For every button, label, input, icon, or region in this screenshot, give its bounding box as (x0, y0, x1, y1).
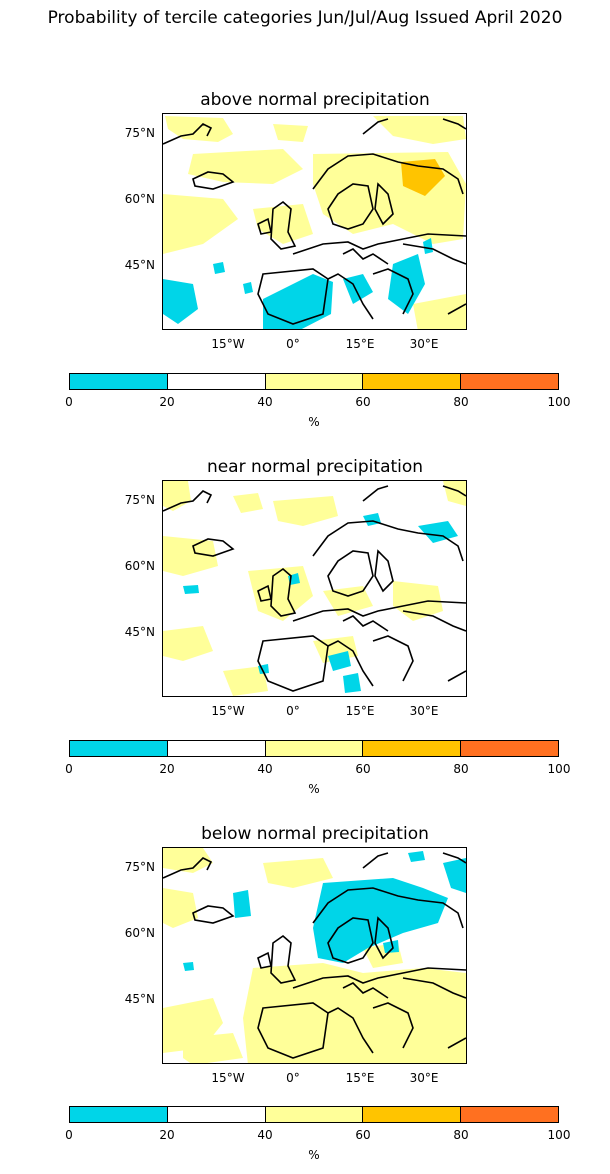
colorbar-tick-0: 0 (65, 395, 73, 409)
colorbar-below (69, 1106, 559, 1123)
colorbar-tick-60: 60 (355, 762, 371, 776)
coastlines-near (163, 485, 466, 692)
panel-title-near: near normal precipitation (206, 457, 424, 477)
colorbar-bin-80-100 (461, 374, 558, 389)
lon-label-15e: 15°E (345, 337, 375, 351)
panel-title-below: below normal precipitation (201, 824, 429, 844)
lon-label-0: 0° (286, 1071, 300, 1085)
lon-label-15e: 15°E (345, 1071, 375, 1085)
colorbar-tick-100: 100 (547, 1128, 571, 1142)
prob-shading-near (163, 481, 466, 696)
colorbar-bin-0-20 (70, 741, 168, 756)
colorbar-bin-20-40 (167, 374, 266, 389)
map-above-normal (162, 113, 467, 330)
colorbar-unit: % (308, 782, 320, 796)
colorbar-tick-100: 100 (547, 395, 571, 409)
lon-label-15w: 15°W (211, 704, 245, 718)
colorbar-near (69, 740, 559, 757)
colorbar-tick-40: 40 (257, 395, 273, 409)
colorbar-bin-80-100 (461, 1107, 558, 1122)
colorbar-tick-60: 60 (355, 1128, 371, 1142)
colorbar-tick-80: 80 (453, 395, 469, 409)
lat-label-45n: 45°N (124, 258, 155, 272)
lat-label-75n: 75°N (124, 493, 155, 507)
lat-label-45n: 45°N (124, 992, 155, 1006)
colorbar-bin-40-60 (265, 1107, 364, 1122)
lat-label-75n: 75°N (124, 860, 155, 874)
lon-label-15w: 15°W (211, 1071, 245, 1085)
colorbar-bin-20-40 (167, 741, 266, 756)
colorbar-tick-0: 0 (65, 762, 73, 776)
colorbar-tick-20: 20 (159, 395, 175, 409)
colorbar-tick-40: 40 (257, 762, 273, 776)
colorbar-bin-40-60 (265, 741, 364, 756)
lat-label-75n: 75°N (124, 126, 155, 140)
lon-label-15e: 15°E (345, 704, 375, 718)
colorbar-bin-40-60 (265, 374, 364, 389)
lat-label-45n: 45°N (124, 625, 155, 639)
coastlines-below (163, 852, 466, 1059)
colorbar-tick-40: 40 (257, 1128, 273, 1142)
lon-label-0: 0° (286, 337, 300, 351)
colorbar-bin-60-80 (363, 741, 462, 756)
prob-shading-above (163, 116, 466, 329)
prob-shading-below (163, 848, 466, 1063)
colorbar-bin-0-20 (70, 374, 168, 389)
lat-label-60n: 60°N (124, 559, 155, 573)
lon-label-30e: 30°E (409, 704, 439, 718)
colorbar-tick-60: 60 (355, 395, 371, 409)
colorbar-tick-20: 20 (159, 1128, 175, 1142)
lon-label-15w: 15°W (211, 337, 245, 351)
figure-title: Probability of tercile categories Jun/Ju… (47, 8, 563, 28)
colorbar-bin-60-80 (363, 374, 462, 389)
map-near-normal (162, 480, 467, 697)
colorbar-bin-60-80 (363, 1107, 462, 1122)
lon-label-30e: 30°E (409, 1071, 439, 1085)
lat-label-60n: 60°N (124, 926, 155, 940)
colorbar-unit: % (308, 1148, 320, 1162)
colorbar-tick-100: 100 (547, 762, 571, 776)
colorbar-bin-80-100 (461, 741, 558, 756)
lat-label-60n: 60°N (124, 192, 155, 206)
panel-title-above: above normal precipitation (200, 90, 430, 110)
map-below-normal (162, 847, 467, 1064)
colorbar-tick-0: 0 (65, 1128, 73, 1142)
lon-label-0: 0° (286, 704, 300, 718)
lon-label-30e: 30°E (409, 337, 439, 351)
colorbar-tick-80: 80 (453, 762, 469, 776)
colorbar-above (69, 373, 559, 390)
colorbar-unit: % (308, 415, 320, 429)
colorbar-tick-20: 20 (159, 762, 175, 776)
colorbar-bin-0-20 (70, 1107, 168, 1122)
colorbar-tick-80: 80 (453, 1128, 469, 1142)
coastlines-above (163, 118, 466, 325)
colorbar-bin-20-40 (167, 1107, 266, 1122)
